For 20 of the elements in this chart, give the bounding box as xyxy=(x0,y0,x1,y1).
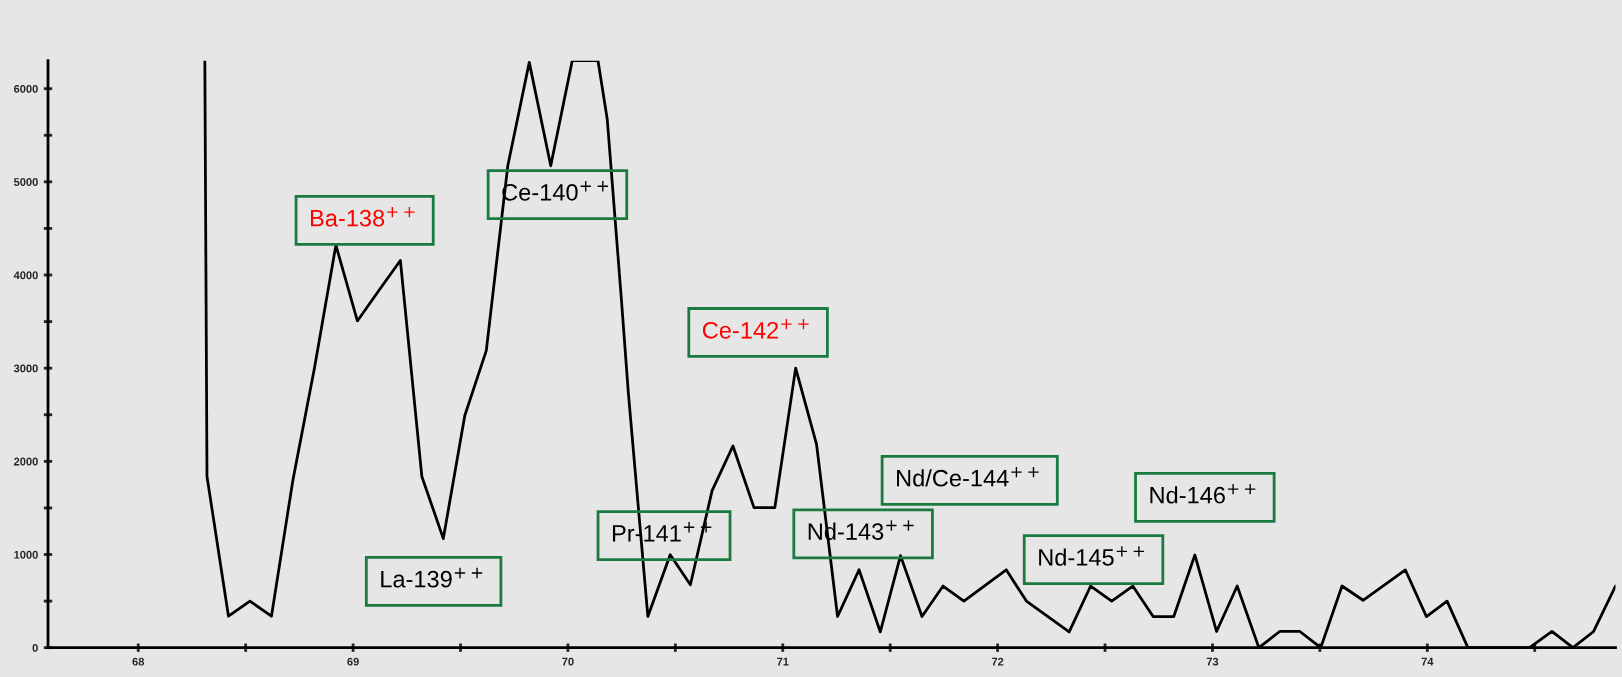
annotation: Ba-138$^{++}$ xyxy=(310,206,415,227)
y-tick-label: 3000 xyxy=(13,364,38,373)
annotation: Nd/Ce-144$^{++}$ xyxy=(897,466,1039,487)
y-tick-label: 0 xyxy=(32,643,38,652)
annotation: Nd-145$^{++}$ xyxy=(1039,546,1145,566)
x-tick-label: 71 xyxy=(777,657,789,666)
x-tick-label: 72 xyxy=(991,657,1004,666)
x-tick-label: 70 xyxy=(562,657,574,666)
annotation: La-139$^{++}$ xyxy=(381,567,483,588)
y-tick-label: 5000 xyxy=(13,178,38,186)
x-tick-label: 68 xyxy=(132,657,145,666)
annotation: Nd-146$^{++}$ xyxy=(1150,483,1256,504)
y-tick-label: 1000 xyxy=(14,550,38,559)
x-tick-label: 69 xyxy=(347,657,359,666)
x-tick-label: 74 xyxy=(1421,657,1434,666)
y-tick-label: 4000 xyxy=(13,271,38,280)
x-tick-label: 73 xyxy=(1206,657,1219,666)
y-tick-label: 6000 xyxy=(13,84,38,93)
annotation: Ce-142$^{++}$ xyxy=(702,319,809,339)
y-tick-label: 2000 xyxy=(13,457,38,466)
